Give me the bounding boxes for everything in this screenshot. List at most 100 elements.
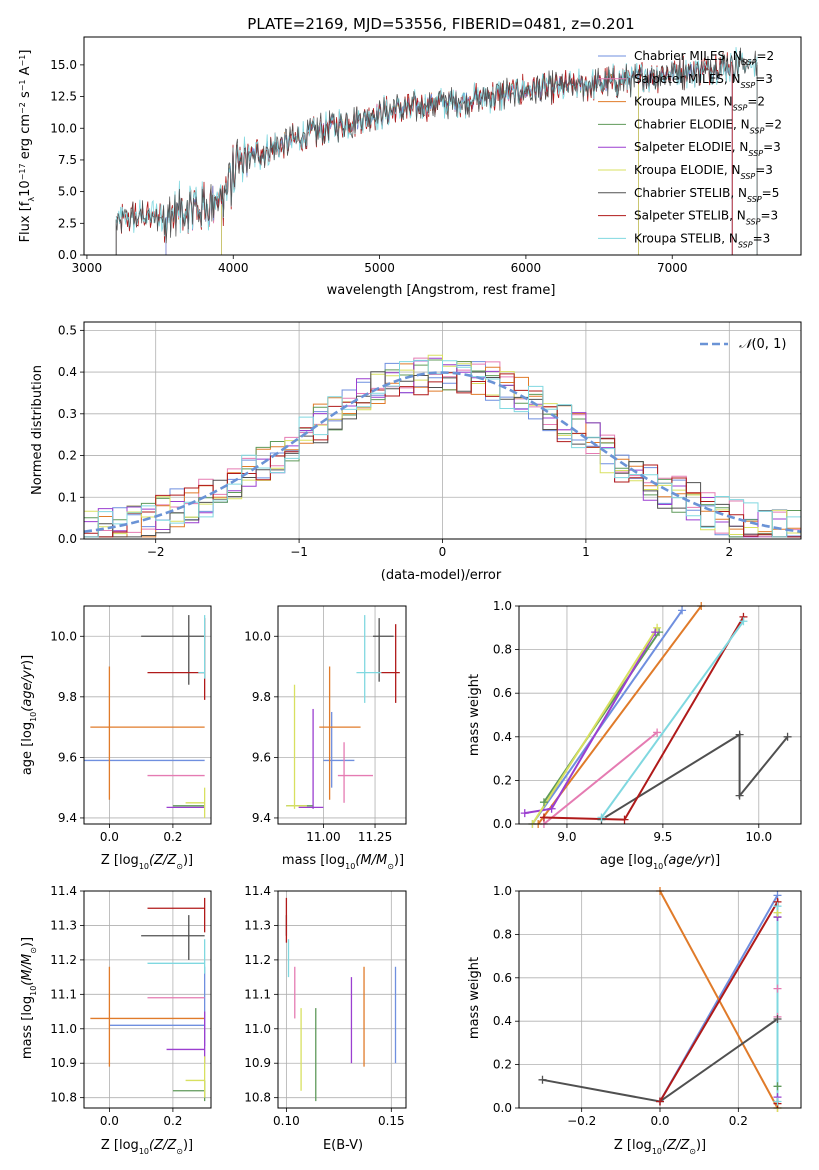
y-tick-label: 0.3 (58, 407, 77, 421)
data-point (773, 984, 782, 993)
data-point (620, 815, 629, 824)
axes-frame (83, 890, 212, 1109)
legend-label: Kroupa ELODIE, NSSP=3 (634, 163, 773, 181)
legend-label: Salpeter ELODIE, NSSP=3 (634, 140, 781, 158)
chart-age_vs_Z: 0.0 0.2 9.4 9.6 9.8 10.0 Z [log10(Z/Z⊙)] age [l… (20, 605, 212, 871)
data-point (539, 813, 548, 822)
x-tick-label: 9.0 (557, 830, 576, 844)
y-tick-label: 11.1 (50, 987, 77, 1001)
y-axis-label: Normed distribution (30, 365, 45, 495)
y-axis-label: age [log10(age/yr)] (20, 655, 38, 775)
data-point (538, 1075, 547, 1084)
y-tick-label: 1.0 (493, 884, 512, 898)
data-point (653, 623, 662, 632)
y-tick-label: 9.6 (252, 750, 271, 764)
data-point (653, 728, 662, 737)
x-tick-label: −2 (147, 545, 165, 559)
x-tick-label: 0.2 (729, 1114, 748, 1128)
plot-area (524, 606, 789, 824)
y-tick-label: 0.6 (493, 971, 512, 985)
axes-frame (518, 890, 802, 1109)
series-line (531, 627, 658, 824)
data-point (735, 730, 744, 739)
x-axis-label: (data-model)/error (381, 568, 502, 583)
histogram-line (84, 372, 801, 538)
y-tick-label: 10.9 (244, 1056, 271, 1070)
x-tick-label: −0.2 (567, 1114, 596, 1128)
chart-residuals: −2 −1 0 1 2 0.0 0.1 0.2 0.3 0.4 0.5 (data-model)/er… (30, 321, 802, 583)
y-axis-label: mass weight (467, 957, 482, 1039)
y-tick-label: 0.2 (493, 1058, 512, 1072)
y-tick-label: 0.4 (493, 730, 512, 744)
plot-area (115, 47, 758, 255)
y-tick-label: 10.9 (50, 1056, 77, 1070)
legend-label: Chabrier MILES, NSSP=2 (634, 49, 774, 67)
x-tick-label: 9.5 (653, 830, 672, 844)
plot-area (90, 897, 206, 1102)
x-tick-label: −1 (290, 545, 308, 559)
x-tick-label: 0.15 (378, 1114, 405, 1128)
x-tick-label: 11.00 (306, 830, 340, 844)
y-tick-label: 0.0 (493, 817, 512, 831)
axes-frame (277, 605, 407, 825)
chart-spectrum: 3000 4000 5000 6000 7000 0.0 2.5 5.0 7.5 10.0 12.5… (18, 36, 802, 298)
axes-frame (83, 605, 212, 825)
data-point (773, 1097, 782, 1106)
y-tick-label: 11.3 (244, 918, 271, 932)
series-line (531, 609, 683, 824)
y-tick-label: 0.2 (58, 449, 77, 463)
series-line (537, 606, 703, 824)
chart-age_vs_mass: 11.00 11.25 9.4 9.6 9.8 10.0 mass [log10(M/M⊙)… (244, 605, 407, 871)
plot-area (84, 354, 801, 538)
data-point (735, 791, 744, 800)
y-tick-label: 11.4 (244, 884, 271, 898)
x-tick-label: 11.25 (358, 830, 392, 844)
grid (519, 890, 801, 1109)
axes-frame (83, 36, 802, 256)
y-tick-label: 0.6 (493, 686, 512, 700)
y-tick-label: 0.5 (58, 323, 77, 337)
y-tick-label: 10.0 (50, 121, 77, 135)
x-tick-label: 5000 (364, 261, 395, 275)
x-tick-label: 10.0 (745, 830, 772, 844)
x-tick-label: 0.0 (650, 1114, 669, 1128)
y-tick-label: 0.8 (493, 643, 512, 657)
data-point (651, 628, 660, 637)
y-tick-label: 12.5 (50, 90, 77, 104)
x-tick-label: 0.2 (163, 830, 182, 844)
y-tick-label: 9.8 (252, 690, 271, 704)
y-tick-label: 0.1 (58, 490, 77, 504)
series-line (543, 731, 658, 824)
y-tick-label: 11.3 (50, 918, 77, 932)
y-tick-label: 0.0 (58, 532, 77, 546)
y-tick-label: 11.2 (244, 953, 271, 967)
y-tick-label: 10.0 (50, 629, 77, 643)
y-axis-label: mass [log10(M/M⊙)] (20, 937, 38, 1059)
x-axis-label: Z [log10(Z/Z⊙)] (101, 853, 193, 871)
y-tick-label: 0.0 (493, 1101, 512, 1115)
data-point (656, 1097, 664, 1106)
x-tick-label: 0.0 (100, 830, 119, 844)
y-tick-label: 9.6 (58, 750, 77, 764)
x-tick-label: 6000 (511, 261, 542, 275)
y-axis-label: Flux [fλ10−17 erg cm−2 s−1 A−1] (18, 50, 36, 243)
y-tick-label: 1.0 (493, 599, 512, 613)
data-point (547, 804, 556, 813)
y-tick-label: 11.2 (50, 953, 77, 967)
data-point (539, 798, 548, 807)
y-tick-label: 15.0 (50, 58, 77, 72)
data-point (597, 813, 606, 822)
y-tick-label: 10.8 (50, 1091, 77, 1105)
grid (84, 890, 211, 1108)
y-tick-label: 0.8 (493, 927, 512, 941)
y-tick-label: 0.2 (493, 773, 512, 787)
x-tick-label: 7000 (657, 261, 688, 275)
data-point (773, 1015, 782, 1024)
legend-label: Chabrier ELODIE, NSSP=2 (634, 117, 782, 135)
y-tick-label: 5.0 (58, 185, 77, 199)
x-tick-label: 0.10 (273, 1114, 300, 1128)
chart-mass_vs_Z: 0.0 0.2 10.8 10.9 11.0 11.1 11.2 11.3 11.4 Z [log… (20, 884, 212, 1156)
axes-frame (518, 605, 802, 825)
legend-label: Kroupa MILES, NSSP=2 (634, 95, 765, 113)
